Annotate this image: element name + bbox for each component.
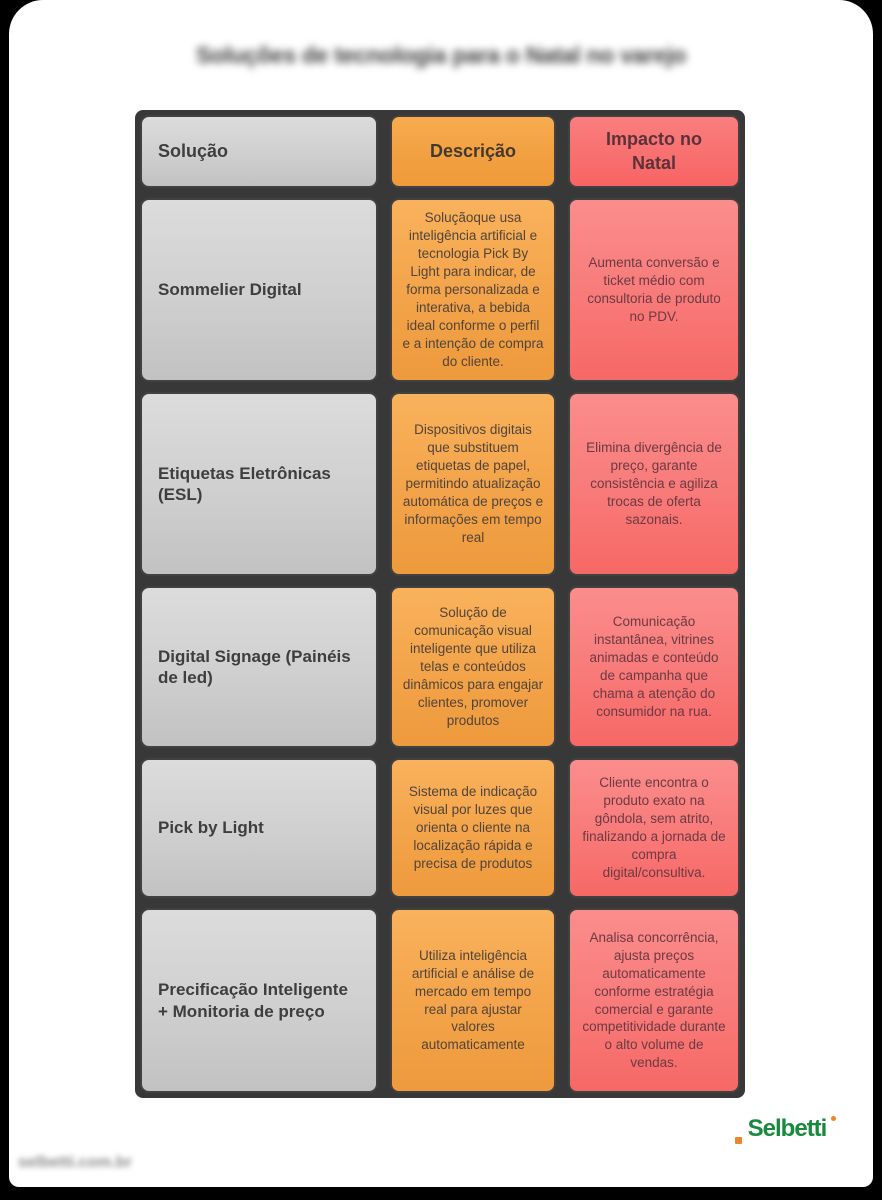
row-sommelier-impact: Aumenta conversão e ticket médio com con… bbox=[568, 198, 740, 382]
row-signage-impact: Comunicação instantânea, vitrines animad… bbox=[568, 586, 740, 748]
row-esl-impact: Elimina divergência de preço, garante co… bbox=[568, 392, 740, 576]
row-precificacao-solution: Precificação Inteligente + Monitoria de … bbox=[140, 908, 378, 1093]
row-sommelier-solution: Sommelier Digital bbox=[140, 198, 378, 382]
blurred-page-title: Soluções de tecnologia para o Natal no v… bbox=[195, 42, 687, 68]
blurred-watermark: selbetti.com.br bbox=[18, 1154, 132, 1171]
row-pickbylight-impact: Cliente encontra o produto exato na gônd… bbox=[568, 758, 740, 898]
column-header-solution: Solução bbox=[140, 115, 378, 188]
row-esl-description: Dispositivos digitais que substituem eti… bbox=[390, 392, 556, 576]
column-header-impact: Impacto no Natal bbox=[568, 115, 740, 188]
logo-orange-dot-icon bbox=[831, 1116, 836, 1121]
logo-orange-square-icon bbox=[735, 1137, 742, 1144]
row-esl-solution: Etiquetas Eletrônicas (ESL) bbox=[140, 392, 378, 576]
selbetti-logo-text: Selbetti bbox=[747, 1115, 828, 1142]
row-pickbylight-description: Sistema de indicação visual por luzes qu… bbox=[390, 758, 556, 898]
row-signage-description: Solução de comunicação visual inteligent… bbox=[390, 586, 556, 748]
row-pickbylight-solution: Pick by Light bbox=[140, 758, 378, 898]
row-precificacao-impact: Analisa concorrência, ajusta preços auto… bbox=[568, 908, 740, 1093]
row-signage-solution: Digital Signage (Painéis de led) bbox=[140, 586, 378, 748]
selbetti-logo: Selbetti bbox=[726, 1102, 848, 1156]
column-header-description: Descrição bbox=[390, 115, 556, 188]
row-precificacao-description: Utiliza inteligência artificial e anális… bbox=[390, 908, 556, 1093]
row-sommelier-description: Soluçãoque usa inteligência artificial e… bbox=[390, 198, 556, 382]
solutions-table: Solução Descrição Impacto no Natal Somme… bbox=[135, 110, 745, 1098]
